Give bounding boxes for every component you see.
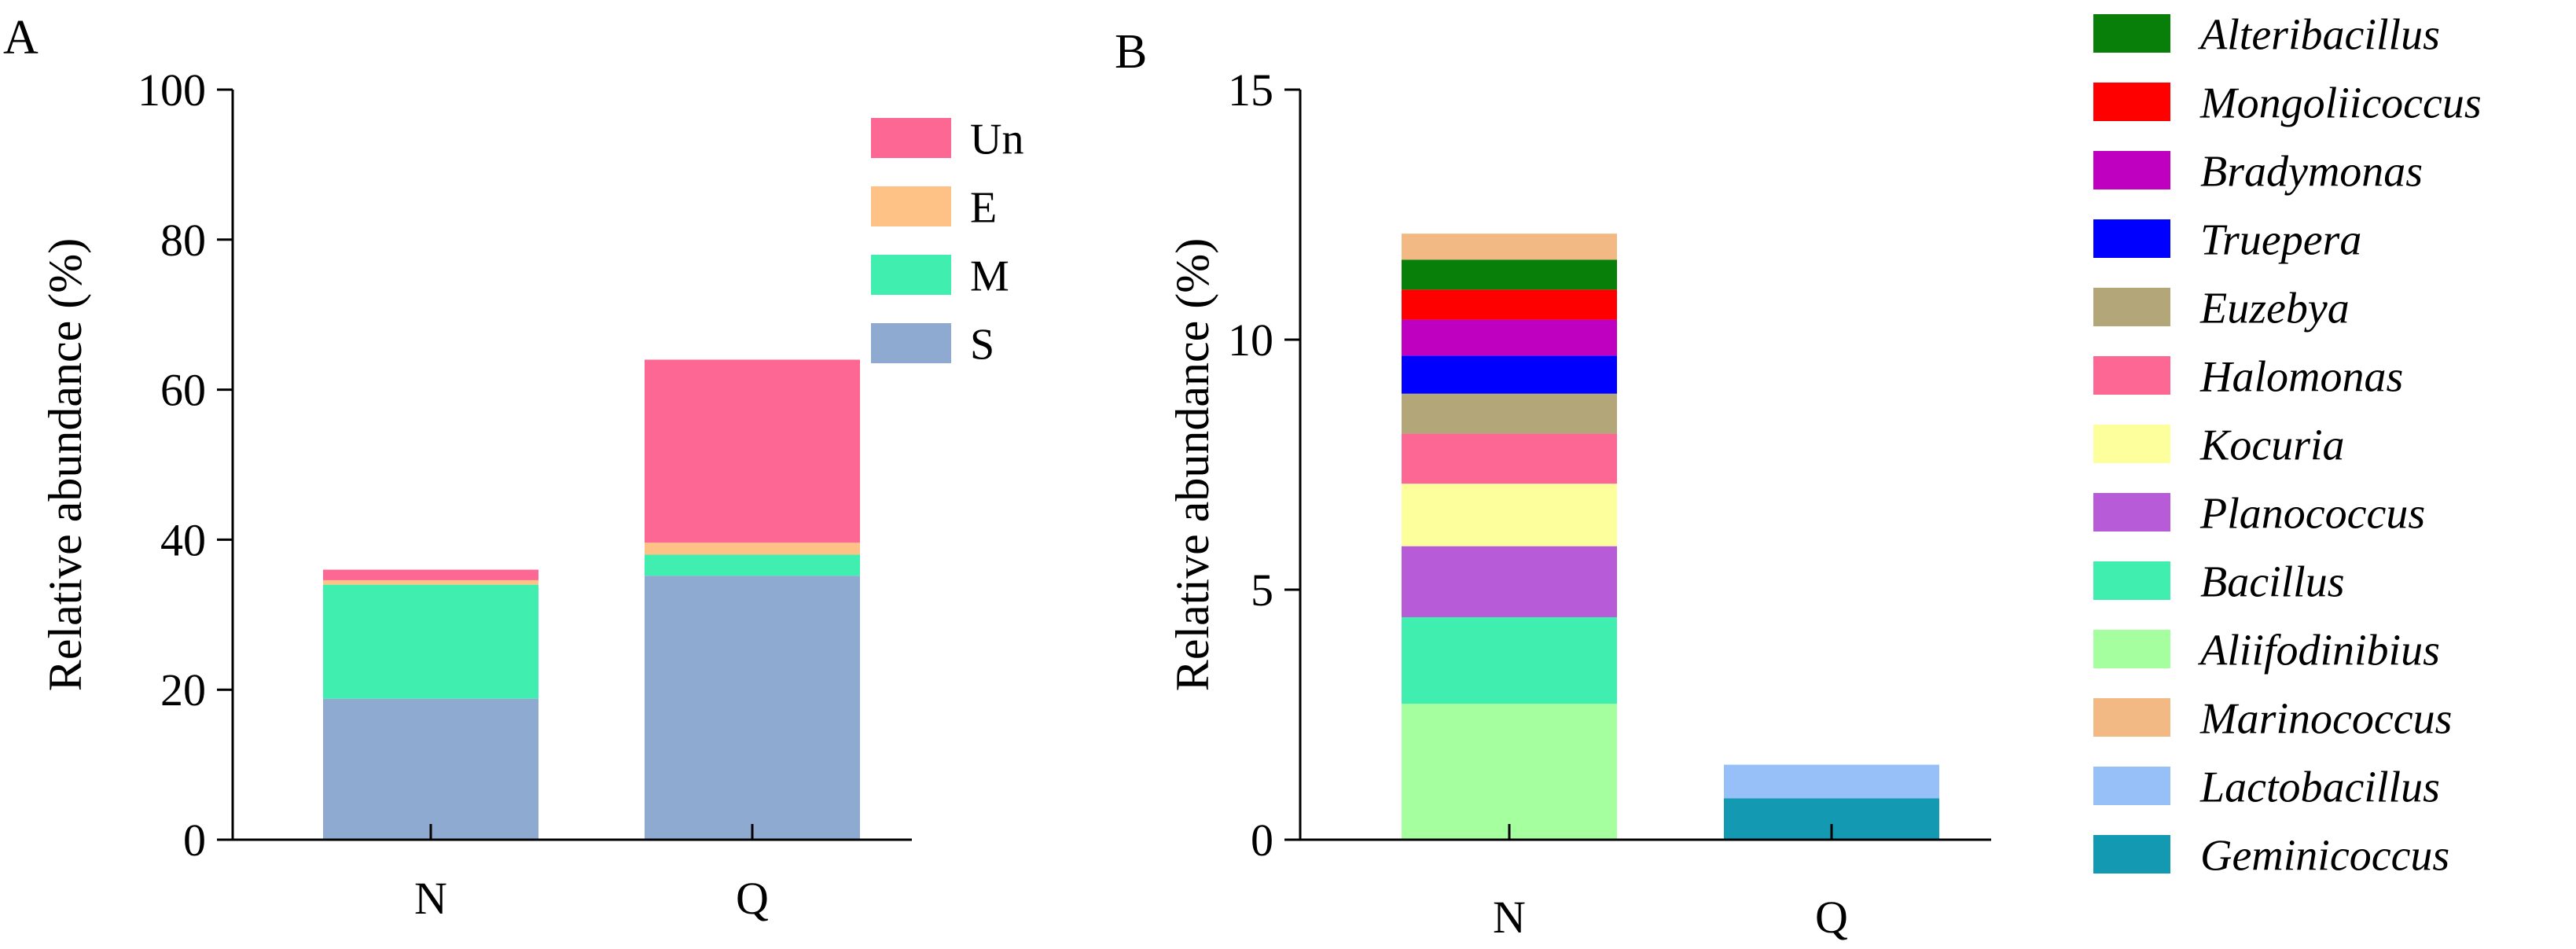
chart-a-legend-swatch-s xyxy=(871,323,951,363)
chart-b-x-tick-label-q: Q xyxy=(1815,892,1848,943)
chart-b-legend-label-halomonas: Halomonas xyxy=(2199,353,2403,402)
chart-b-bar-n-bacillus xyxy=(1402,616,1617,704)
chart-b-bar-n-planococcus xyxy=(1402,546,1617,617)
chart-b-y-axis-title: Relative abundance (%) xyxy=(1167,238,1218,691)
chart-b-bar-n-bradymonas xyxy=(1402,319,1617,356)
chart-a-y-axis-title: Relative abundance (%) xyxy=(39,238,91,691)
chart-a-bar-n-m xyxy=(323,584,538,699)
chart-b-y-tick-label-0: 0 xyxy=(1251,815,1273,866)
chart-b-legend-label-bradymonas: Bradymonas xyxy=(2200,148,2423,197)
chart-b-bar-n-marinococcus xyxy=(1402,234,1617,260)
chart-b-bar-q-lactobacillus xyxy=(1724,764,1939,799)
chart-b-legend-label-marinococcus: Marinococcus xyxy=(2199,695,2452,744)
chart-a-legend-swatch-m xyxy=(871,255,951,295)
chart-b-legend-swatch-bradymonas xyxy=(2093,151,2170,189)
chart-a-y-tick-label-80: 80 xyxy=(160,215,206,266)
chart-a-y-tick-label-60: 60 xyxy=(160,365,206,416)
chart-b-bar-n-halomonas xyxy=(1402,433,1617,484)
chart-b-legend-label-alteribacillus: Alteribacillus xyxy=(2197,11,2440,60)
chart-b-bar-n-kocuria xyxy=(1402,484,1617,546)
chart-b-legend-label-aliifodinibius: Aliifodinibius xyxy=(2197,627,2440,675)
chart-b-bar-n-aliifodinibius xyxy=(1402,704,1617,840)
chart-a: 0 20 40 60 80 100 N Q Relative abundance (%) Un EM… xyxy=(39,64,1023,924)
chart-b-x-tick-label-n: N xyxy=(1493,892,1526,943)
chart-a-bar-q-e xyxy=(645,543,860,555)
chart-b-legend-label-bacillus: Bacillus xyxy=(2200,558,2345,607)
chart-a-y-tick-label-40: 40 xyxy=(160,514,206,565)
panel-label-b: B xyxy=(1115,25,1147,79)
chart-b-legend-label-lactobacillus: Lactobacillus xyxy=(2199,763,2440,812)
chart-a-y-tick-label-0: 0 xyxy=(183,815,206,866)
chart-b-legend-swatch-geminicoccus xyxy=(2093,835,2170,874)
chart-a-x-tick-label-q: Q xyxy=(736,873,769,924)
panel-label-a: A xyxy=(3,11,39,64)
chart-a-x-tick-label-n: N xyxy=(414,873,447,924)
chart-b-legend-swatch-lactobacillus xyxy=(2093,767,2170,805)
chart-b-y-tick-label-5: 5 xyxy=(1251,565,1273,616)
chart-a-y-tick-label-20: 20 xyxy=(160,664,206,715)
chart-b-legend-swatch-mongoliicoccus xyxy=(2093,83,2170,121)
chart-a-bar-q-m xyxy=(645,554,860,576)
chart-b-bar-n-euzebya xyxy=(1402,393,1617,434)
chart-b: 0 5 10 15 N Q Relative abundance (%) Alteribaci… xyxy=(1167,11,2482,943)
chart-b-legend-label-kocuria: Kocuria xyxy=(2199,421,2345,470)
chart-a-bar-n-e xyxy=(323,579,538,585)
chart-a-legend-swatch-un xyxy=(871,118,951,158)
chart-b-legend-swatch-bacillus xyxy=(2093,561,2170,600)
chart-a-bar-q-un xyxy=(645,359,860,543)
chart-b-bar-n-alteribacillus xyxy=(1402,259,1617,290)
chart-a-bar-q-s xyxy=(645,576,860,840)
chart-b-legend-swatch-truepera xyxy=(2093,219,2170,258)
chart-b-y-tick-label-15: 15 xyxy=(1228,64,1273,116)
chart-b-legend-label-geminicoccus: Geminicoccus xyxy=(2200,832,2449,881)
chart-a-legend-label-m: M xyxy=(970,252,1009,301)
chart-a-legend-label-un: Un xyxy=(970,116,1023,164)
chart-a-bar-n-un xyxy=(323,569,538,580)
chart-b-legend-label-euzebya: Euzebya xyxy=(2199,285,2350,333)
chart-b-bar-n-truepera xyxy=(1402,355,1617,394)
chart-b-y-tick-label-10: 10 xyxy=(1228,314,1273,366)
chart-b-legend-label-mongoliicoccus: Mongoliicoccus xyxy=(2199,79,2482,128)
chart-a-y-tick-label-100: 100 xyxy=(138,64,206,116)
chart-b-legend-label-planococcus: Planococcus xyxy=(2199,490,2425,539)
chart-b-legend-swatch-kocuria xyxy=(2093,425,2170,463)
chart-b-legend-label-truepera: Truepera xyxy=(2200,216,2361,265)
chart-b-legend-swatch-planococcus xyxy=(2093,493,2170,532)
chart-b-legend-swatch-halomonas xyxy=(2093,356,2170,395)
chart-a-bar-n-s xyxy=(323,698,538,840)
chart-a-legend-label-s: S xyxy=(970,321,994,370)
chart-b-legend-swatch-marinococcus xyxy=(2093,698,2170,737)
chart-a-legend-swatch-e xyxy=(871,186,951,226)
chart-a-legend-label-e: E xyxy=(970,184,997,233)
chart-b-legend-swatch-euzebya xyxy=(2093,288,2170,326)
chart-b-bar-n-mongoliicoccus xyxy=(1402,289,1617,320)
chart-b-legend-swatch-alteribacillus xyxy=(2093,14,2170,53)
chart-b-legend-swatch-aliifodinibius xyxy=(2093,630,2170,668)
